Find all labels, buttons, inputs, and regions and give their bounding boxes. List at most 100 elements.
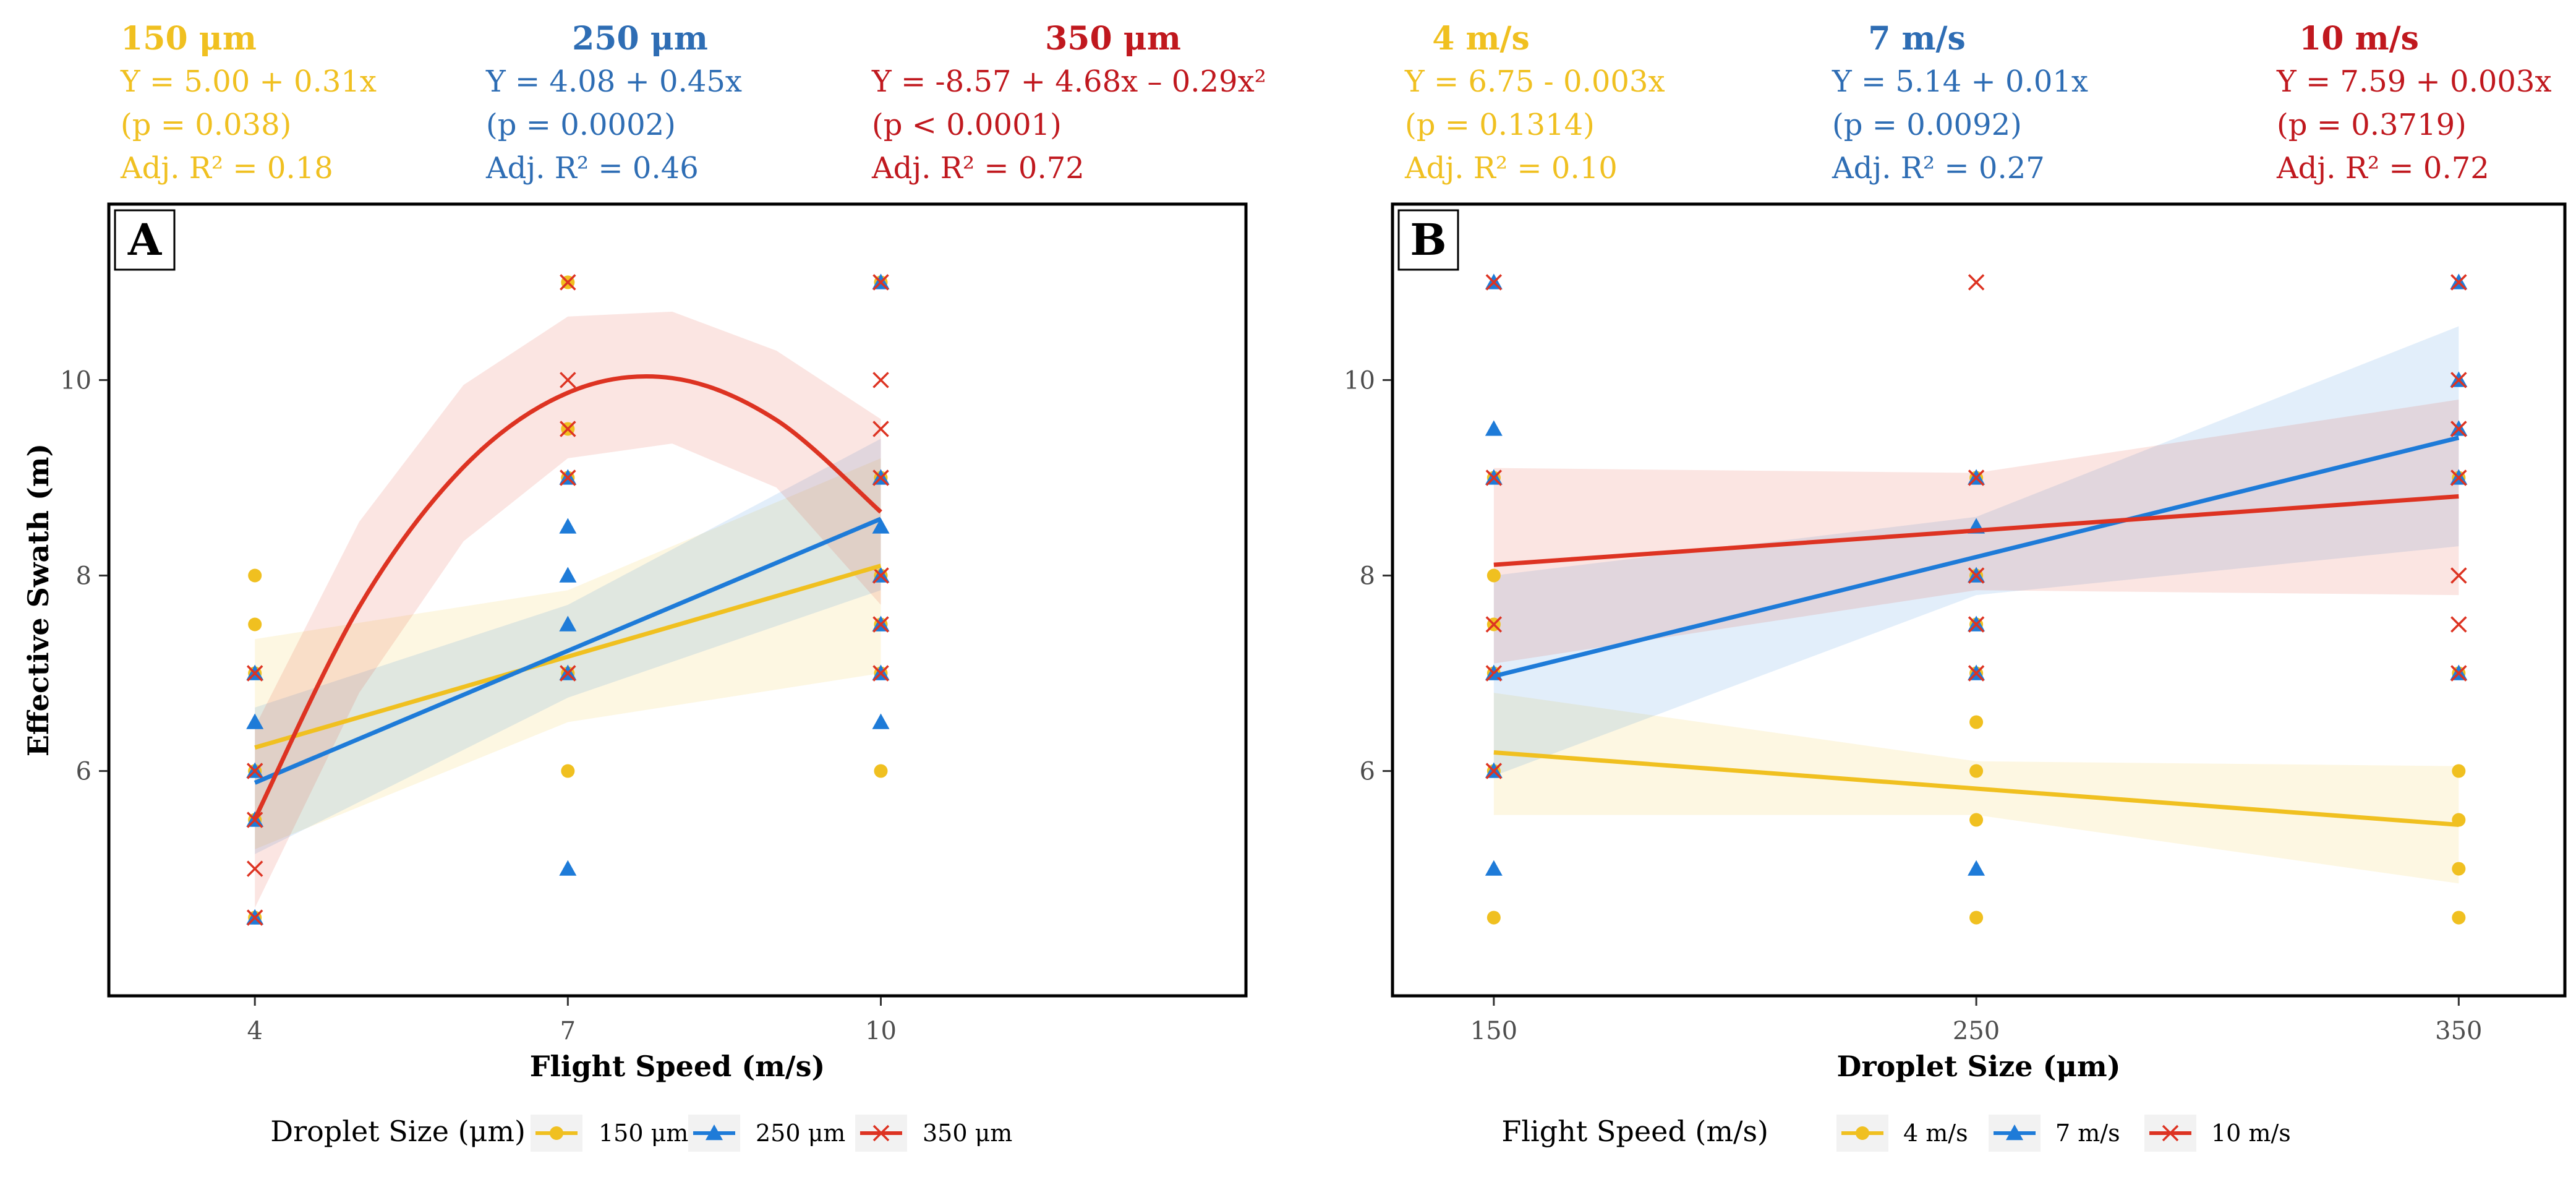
annotation-equation: Y = -8.57 + 4.68x – 0.29x² <box>871 64 1266 99</box>
legend-title: Flight Speed (m/s) <box>1501 1115 1768 1148</box>
x-tick-label: 350 <box>2435 1017 2482 1045</box>
x-tick-label: 10 <box>865 1017 897 1045</box>
annotation-r-squared: Adj. R² = 0.10 <box>1404 151 1618 186</box>
data-point <box>1969 715 1984 729</box>
annotation-p-value: (p = 0.0002) <box>486 108 676 142</box>
data-point <box>248 617 262 632</box>
regression-annotation: 7 m/s Y = 5.14 + 0.01x (p = 0.0092) Adj. R²… <box>1832 20 2088 186</box>
fit-line <box>1493 435 2460 679</box>
x-tick-label: 4 <box>247 1017 262 1045</box>
series-points <box>246 274 889 926</box>
legend-label: 10 m/s <box>2211 1120 2291 1147</box>
legend-label: 250 μm <box>756 1120 845 1147</box>
annotation-p-value: (p = 0.0092) <box>1832 108 2022 142</box>
annotation-equation: Y = 6.75 - 0.003x <box>1404 64 1665 99</box>
data-point <box>559 567 577 583</box>
y-tick-label: 6 <box>1360 758 1375 786</box>
data-point <box>559 518 577 534</box>
data-point <box>2450 616 2467 633</box>
data-point <box>246 812 263 828</box>
data-point <box>2450 372 2467 388</box>
plot-frame <box>1391 202 2567 998</box>
data-point <box>560 421 576 437</box>
confidence-band <box>255 458 881 849</box>
data-point <box>246 665 263 682</box>
fit-line <box>253 374 882 820</box>
data-point <box>560 469 576 486</box>
regression-annotation: 150 μm Y = 5.00 + 0.31x (p = 0.038) Adj. R²… <box>120 20 377 186</box>
data-point <box>559 860 577 876</box>
legend-key-marker <box>550 1126 563 1140</box>
data-point <box>559 615 577 632</box>
data-point <box>246 713 264 729</box>
regression-annotation: 250 μm Y = 4.08 + 0.45x (p = 0.0002) Adj. R… <box>485 20 742 186</box>
annotation-equation: Y = 4.08 + 0.45x <box>485 64 742 99</box>
legend-key-marker <box>2162 1124 2179 1142</box>
fit-line <box>254 516 882 785</box>
annotation-p-value: (p < 0.0001) <box>872 108 1062 142</box>
y-tick-label: 8 <box>1360 562 1375 590</box>
data-point <box>1969 813 1984 827</box>
panel-b: B 150 250 350 6 8 10 Droplet Size (μm) 4 m/s Y = … <box>1344 20 2567 1152</box>
annotation-equation: Y = 5.00 + 0.31x <box>120 64 377 99</box>
data-point <box>1485 420 1503 436</box>
y-tick-label: 10 <box>60 366 92 395</box>
data-point <box>1969 910 1984 925</box>
data-point <box>1486 568 1501 583</box>
annotation-equation: Y = 7.59 + 0.003x <box>2276 64 2552 99</box>
data-point <box>872 274 889 291</box>
regression-annotation: 350 μm Y = -8.57 + 4.68x – 0.29x² (p < 0.0… <box>871 20 1266 186</box>
data-point <box>1486 910 1501 925</box>
annotation-p-value: (p = 0.038) <box>121 108 291 142</box>
data-point <box>2450 469 2467 486</box>
legend-label: 350 μm <box>923 1120 1012 1147</box>
data-point <box>872 421 889 437</box>
legend-key-marker <box>706 1124 723 1141</box>
data-point <box>1968 567 1985 584</box>
data-point <box>2452 862 2466 876</box>
annotation-r-squared: Adj. R² = 0.18 <box>120 151 333 186</box>
annotation-title: 250 μm <box>572 20 708 58</box>
data-point <box>2452 764 2466 778</box>
data-point <box>1485 860 1503 876</box>
series-points <box>1485 274 2467 779</box>
y-tick-label: 10 <box>1344 366 1375 395</box>
annotation-r-squared: Adj. R² = 0.27 <box>1832 151 2045 186</box>
regression-annotation: 10 m/s Y = 7.59 + 0.003x (p = 0.3719) Adj. … <box>2276 20 2552 186</box>
legend-label: 7 m/s <box>2055 1120 2120 1147</box>
annotation-title: 7 m/s <box>1868 20 1966 58</box>
y-tick-label: 6 <box>76 758 92 786</box>
annotation-title: 4 m/s <box>1432 20 1530 58</box>
confidence-band <box>255 439 881 854</box>
annotation-title: 150 μm <box>121 20 257 58</box>
legend: Droplet Size (μm) 150 μm 250 μm 350 μm <box>270 1115 1012 1152</box>
data-point <box>2452 910 2466 925</box>
data-point <box>1968 860 1985 876</box>
data-point <box>561 764 575 778</box>
data-point <box>560 665 576 682</box>
data-point <box>1485 274 1503 291</box>
plot-frame <box>107 202 1248 998</box>
confidence-band <box>255 311 881 908</box>
data-point <box>2450 665 2467 682</box>
plot-area <box>1485 273 2468 925</box>
x-tick-label: 150 <box>1470 1017 1517 1045</box>
x-axis-title: Droplet Size (μm) <box>1837 1050 2121 1083</box>
x-tick-label: 7 <box>560 1017 576 1045</box>
fit-line <box>1493 750 2459 827</box>
fit-line <box>1493 494 2459 567</box>
data-point <box>2450 421 2467 437</box>
annotation-r-squared: Adj. R² = 0.46 <box>485 151 699 186</box>
data-point <box>1485 469 1503 486</box>
data-point <box>1968 665 1985 682</box>
panel-letter-box <box>114 209 176 271</box>
data-point <box>246 763 263 779</box>
data-point <box>872 518 890 534</box>
annotation-p-value: (p = 0.1314) <box>1405 108 1595 142</box>
data-point <box>2450 567 2467 584</box>
annotation-title: 10 m/s <box>2299 20 2419 58</box>
legend: Flight Speed (m/s) 4 m/s 7 m/s 10 m/s <box>1501 1115 2291 1152</box>
panel-a: A 4 7 10 6 8 10 Flight Speed (m/s) Effective Swa… <box>22 20 1266 1152</box>
data-point <box>872 665 889 682</box>
data-point <box>872 713 890 729</box>
